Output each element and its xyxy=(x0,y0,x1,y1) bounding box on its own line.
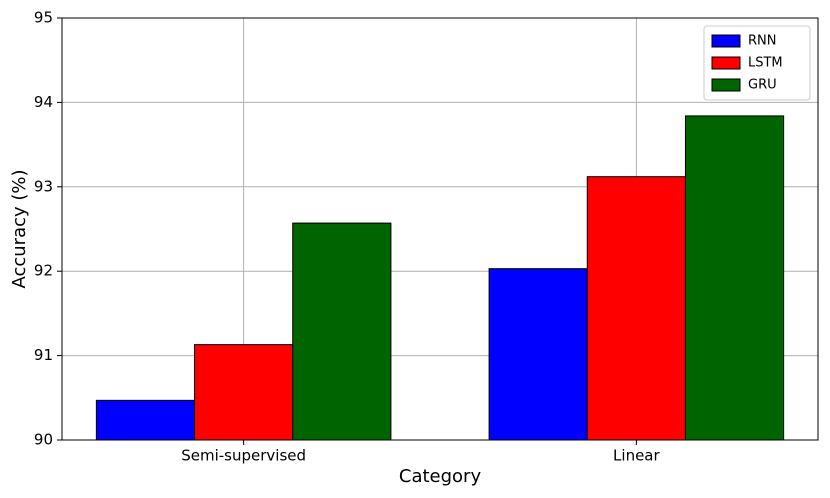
bar xyxy=(684,115,785,441)
legend-label: GRU xyxy=(748,78,777,93)
x-tick-label: Linear xyxy=(613,447,660,465)
x-tick-label: Semi-supervised xyxy=(181,447,306,465)
bar xyxy=(488,268,588,441)
legend-label: RNN xyxy=(748,34,776,49)
legend-swatch xyxy=(711,78,741,92)
bar xyxy=(292,222,392,441)
legend: RNN LSTM GRU xyxy=(703,25,811,101)
y-tick-label: 94 xyxy=(34,93,53,111)
bar xyxy=(95,399,196,441)
legend-label: LSTM xyxy=(748,56,783,71)
y-tick-label: 95 xyxy=(34,9,53,27)
bar xyxy=(194,344,294,441)
bar xyxy=(586,176,686,441)
y-tick-label: 91 xyxy=(34,346,53,364)
y-tick-label: 92 xyxy=(34,262,53,280)
y-axis-label: Accuracy (%) xyxy=(9,169,30,288)
plot-frame xyxy=(61,17,819,441)
legend-swatch xyxy=(711,34,741,48)
x-axis-label: Category xyxy=(399,466,482,487)
y-tick-label: 90 xyxy=(34,431,53,449)
y-tick-label: 93 xyxy=(34,177,53,195)
legend-swatch xyxy=(711,56,741,70)
